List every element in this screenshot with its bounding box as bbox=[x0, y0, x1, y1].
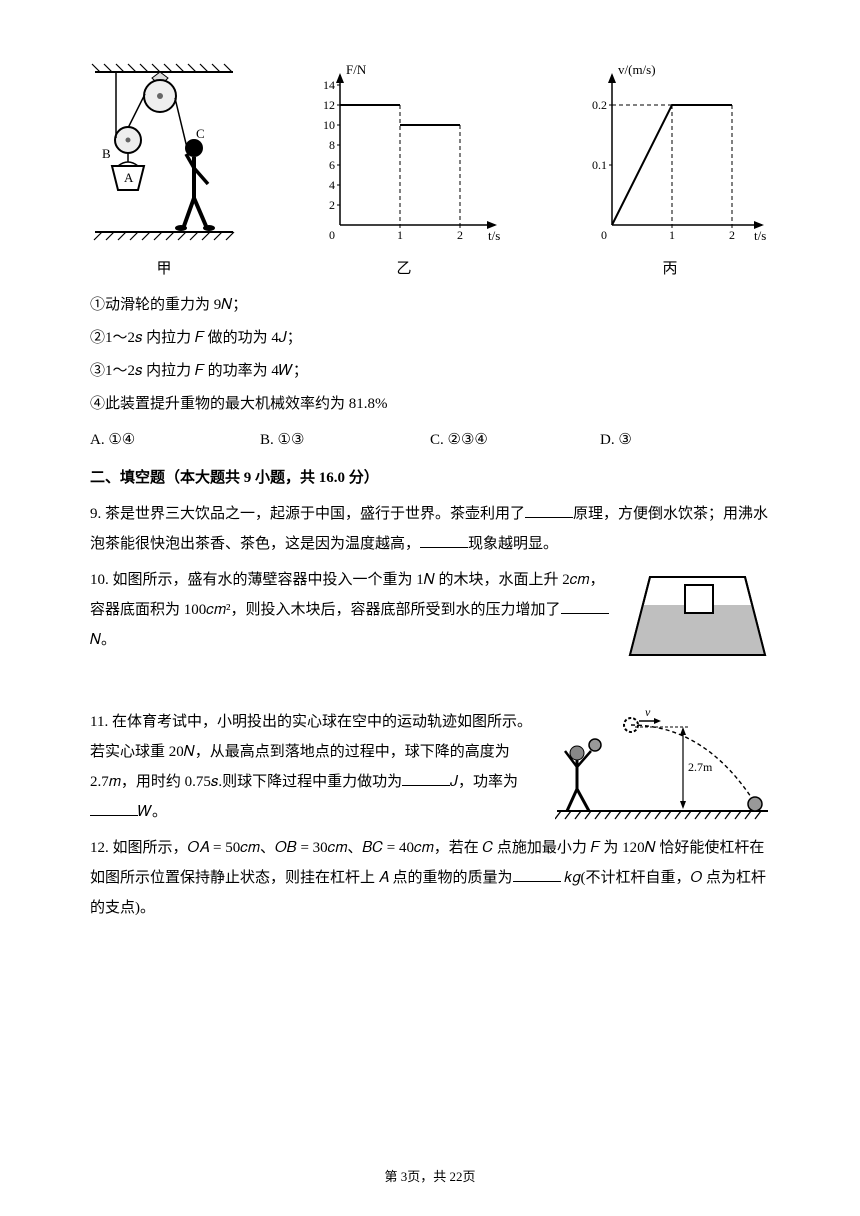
q11-num: 11. bbox=[90, 714, 112, 730]
svg-text:1: 1 bbox=[397, 228, 403, 242]
section-title: 二、填空题（本大题共 9 小题，共 16.0 分） bbox=[90, 463, 770, 493]
svg-text:2: 2 bbox=[329, 198, 335, 212]
chart-v-xlabel: t/s bbox=[754, 228, 766, 243]
spacer bbox=[90, 671, 770, 701]
q9-blank-1[interactable] bbox=[525, 502, 573, 519]
label-A: A bbox=[124, 170, 134, 185]
option-A[interactable]: A. ①④ bbox=[90, 425, 260, 455]
question-11: 11. 在体育考试中，小明投出的实心球在空中的运动轨迹如图所示。若实心球重 20… bbox=[90, 707, 770, 827]
svg-text:0.1: 0.1 bbox=[592, 158, 607, 172]
q11-blank-2[interactable] bbox=[90, 800, 138, 817]
svg-text:8: 8 bbox=[329, 138, 335, 152]
q9-t1: 茶是世界三大饮品之一，起源于中国，盛行于世界。茶壶利用了 bbox=[105, 506, 525, 522]
q12-num: 12. bbox=[90, 840, 113, 856]
q9-blank-2[interactable] bbox=[420, 532, 468, 549]
svg-text:4: 4 bbox=[329, 178, 335, 192]
page-footer: 第 3页，共 22页 bbox=[0, 1164, 860, 1190]
q11-figure: v 2.7m bbox=[555, 707, 770, 827]
pulley-svg: A B C bbox=[90, 60, 238, 250]
q12-blank[interactable] bbox=[513, 866, 561, 883]
figure-chart-F-label: 乙 bbox=[396, 254, 411, 284]
label-C: C bbox=[196, 126, 205, 141]
statement-2: ②1～2𝑠 内拉力 𝐹 做的功为 4𝐽； bbox=[90, 323, 770, 353]
figure-pulley-label: 甲 bbox=[156, 254, 171, 284]
q10-figure bbox=[625, 565, 770, 665]
statement-3: ③1～2𝑠 内拉力 𝐹 的功率为 4𝑊； bbox=[90, 356, 770, 386]
chart-F-svg: 2 4 6 8 10 12 14 0 1 2 bbox=[304, 65, 504, 250]
q9-t3: 现象越明显。 bbox=[468, 536, 558, 552]
figure-chart-F: 2 4 6 8 10 12 14 0 1 2 bbox=[304, 65, 504, 284]
svg-text:14: 14 bbox=[323, 78, 335, 92]
figures-row: A B C 甲 bbox=[90, 60, 770, 284]
figure-chart-v: 0.2 0.1 0 1 2 v/(m/s) t/s 丙 bbox=[570, 65, 770, 284]
svg-text:12: 12 bbox=[323, 98, 335, 112]
chart-v-svg: 0.2 0.1 0 1 2 v/(m/s) t/s bbox=[570, 65, 770, 250]
q11-v-label: v bbox=[645, 707, 651, 719]
statement-1: ①动滑轮的重力为 9𝑁； bbox=[90, 290, 770, 320]
svg-text:6: 6 bbox=[329, 158, 335, 172]
question-10: 10. 如图所示，盛有水的薄壁容器中投入一个重为 1𝑁 的木块，水面上升 2𝑐𝑚… bbox=[90, 565, 770, 665]
question-9: 9. 茶是世界三大饮品之一，起源于中国，盛行于世界。茶壶利用了原理，方便倒水饮茶… bbox=[90, 499, 770, 559]
svg-text:0: 0 bbox=[329, 228, 335, 242]
label-B: B bbox=[102, 146, 111, 161]
svg-text:1: 1 bbox=[669, 228, 675, 242]
chart-v-ylabel: v/(m/s) bbox=[618, 65, 656, 77]
q9-num: 9. bbox=[90, 506, 105, 522]
q11-u1: 𝐽，功率为 bbox=[450, 774, 518, 790]
question-12: 12. 如图所示，𝑂𝐴 = 50𝑐𝑚、𝑂𝐵 = 30𝑐𝑚、𝐵𝐶 = 40𝑐𝑚，若… bbox=[90, 833, 770, 923]
q10-blank[interactable] bbox=[561, 598, 609, 615]
svg-text:0.2: 0.2 bbox=[592, 98, 607, 112]
q10-num: 10. bbox=[90, 572, 113, 588]
q10-t1: 如图所示，盛有水的薄壁容器中投入一个重为 1𝑁 的木块，水面上升 2𝑐𝑚，容器底… bbox=[90, 572, 604, 618]
q11-u2: 𝑊。 bbox=[138, 804, 167, 820]
q11-blank-1[interactable] bbox=[402, 770, 450, 787]
svg-text:0: 0 bbox=[601, 228, 607, 242]
q10-unit: 𝑁。 bbox=[90, 632, 116, 648]
option-C[interactable]: C. ②③④ bbox=[430, 425, 600, 455]
option-D[interactable]: D. ③ bbox=[600, 425, 770, 455]
q11-height-label: 2.7m bbox=[688, 760, 713, 774]
chart-F-xlabel: t/s bbox=[488, 228, 500, 243]
statement-4: ④此装置提升重物的最大机械效率约为 81.8% bbox=[90, 389, 770, 419]
svg-text:2: 2 bbox=[457, 228, 463, 242]
option-B[interactable]: B. ①③ bbox=[260, 425, 430, 455]
svg-text:10: 10 bbox=[323, 118, 335, 132]
svg-text:2: 2 bbox=[729, 228, 735, 242]
options-row: A. ①④ B. ①③ C. ②③④ D. ③ bbox=[90, 425, 770, 455]
figure-chart-v-label: 丙 bbox=[662, 254, 677, 284]
figure-pulley: A B C 甲 bbox=[90, 60, 238, 284]
chart-F-ylabel: F/N bbox=[346, 65, 367, 77]
